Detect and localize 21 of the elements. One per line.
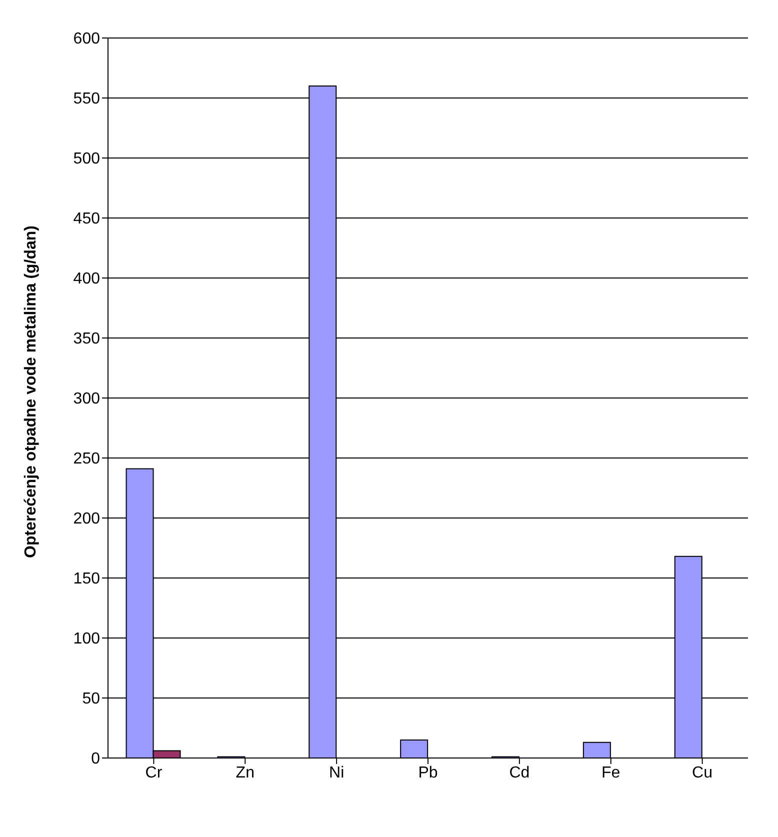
- y-tick-label: 200: [73, 510, 100, 528]
- y-axis-title: Opterećenje otpadne vode metalima (g/dan): [22, 225, 40, 558]
- y-tick-label: 600: [73, 30, 100, 48]
- y-tick-label: 300: [73, 390, 100, 408]
- y-tick-label: 250: [73, 450, 100, 468]
- x-tick-label: Cu: [692, 764, 713, 782]
- x-tick-label: Ni: [329, 764, 344, 782]
- x-tick-label: Cd: [509, 764, 530, 782]
- y-tick-label: 350: [73, 330, 100, 348]
- x-tick-label: Cr: [145, 764, 163, 782]
- x-tick-label: Zn: [236, 764, 254, 782]
- x-tick-label: Pb: [418, 764, 438, 782]
- y-tick-label: 450: [73, 210, 100, 228]
- y-tick-label: 500: [73, 150, 100, 168]
- x-tick-label: Fe: [602, 764, 620, 782]
- y-tick-label: 550: [73, 90, 100, 108]
- y-tick-label: 100: [73, 630, 100, 648]
- y-tick-label: 0: [91, 750, 100, 768]
- y-tick-label: 50: [82, 690, 100, 708]
- y-tick-label: 150: [73, 570, 100, 588]
- y-tick-label: 400: [73, 270, 100, 288]
